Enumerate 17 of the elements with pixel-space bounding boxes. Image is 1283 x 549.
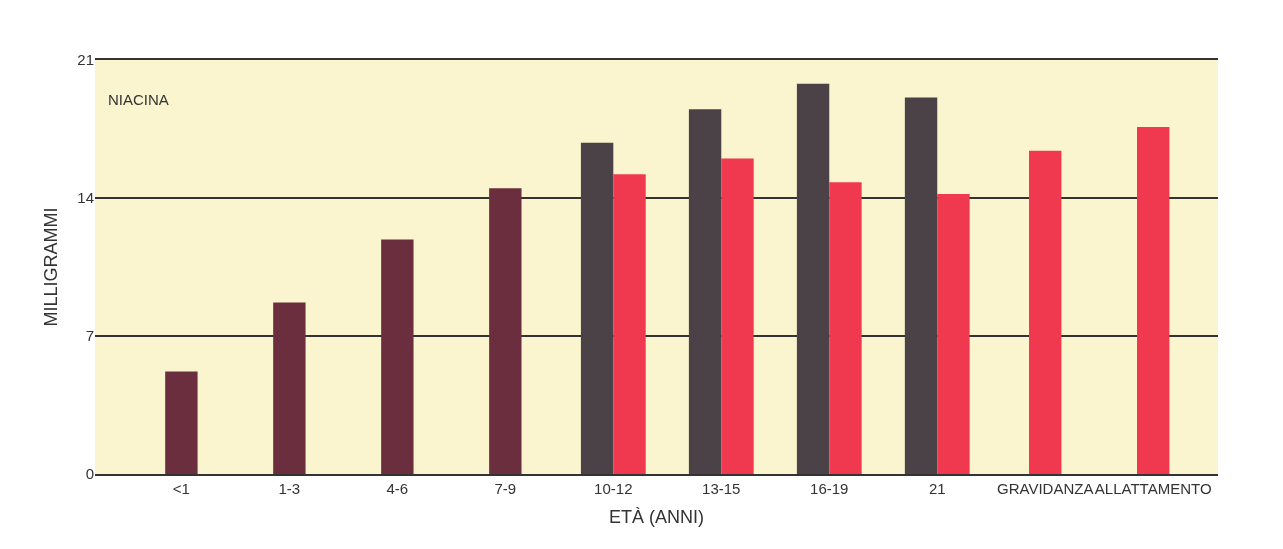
x-axis-title: ETÀ (ANNI) <box>608 507 705 528</box>
y-tick-label: 21 <box>77 51 94 69</box>
x-tick-label: 4-6 <box>386 479 409 497</box>
x-tick-label: GRAVIDANZA <box>997 479 1094 497</box>
y-tick-label: 14 <box>77 189 94 207</box>
x-tick-label: ALLATTAMENTO <box>1094 479 1212 497</box>
x-tick-label: <1 <box>172 479 190 497</box>
x-tick-label: 7-9 <box>494 479 517 497</box>
x-tick-label: 10-12 <box>594 479 633 497</box>
text: NIACINA <box>108 91 169 108</box>
x-tick-label: 21 <box>928 479 946 497</box>
x-tick-label: 13-15 <box>702 479 741 497</box>
x-tick-label: 1-3 <box>278 479 301 497</box>
y-tick-label: 0 <box>85 465 94 483</box>
x-tick-label: 16-19 <box>810 479 849 497</box>
y-axis-title: MILLIGRAMMI <box>40 207 61 327</box>
y-tick-label: 7 <box>85 327 94 345</box>
